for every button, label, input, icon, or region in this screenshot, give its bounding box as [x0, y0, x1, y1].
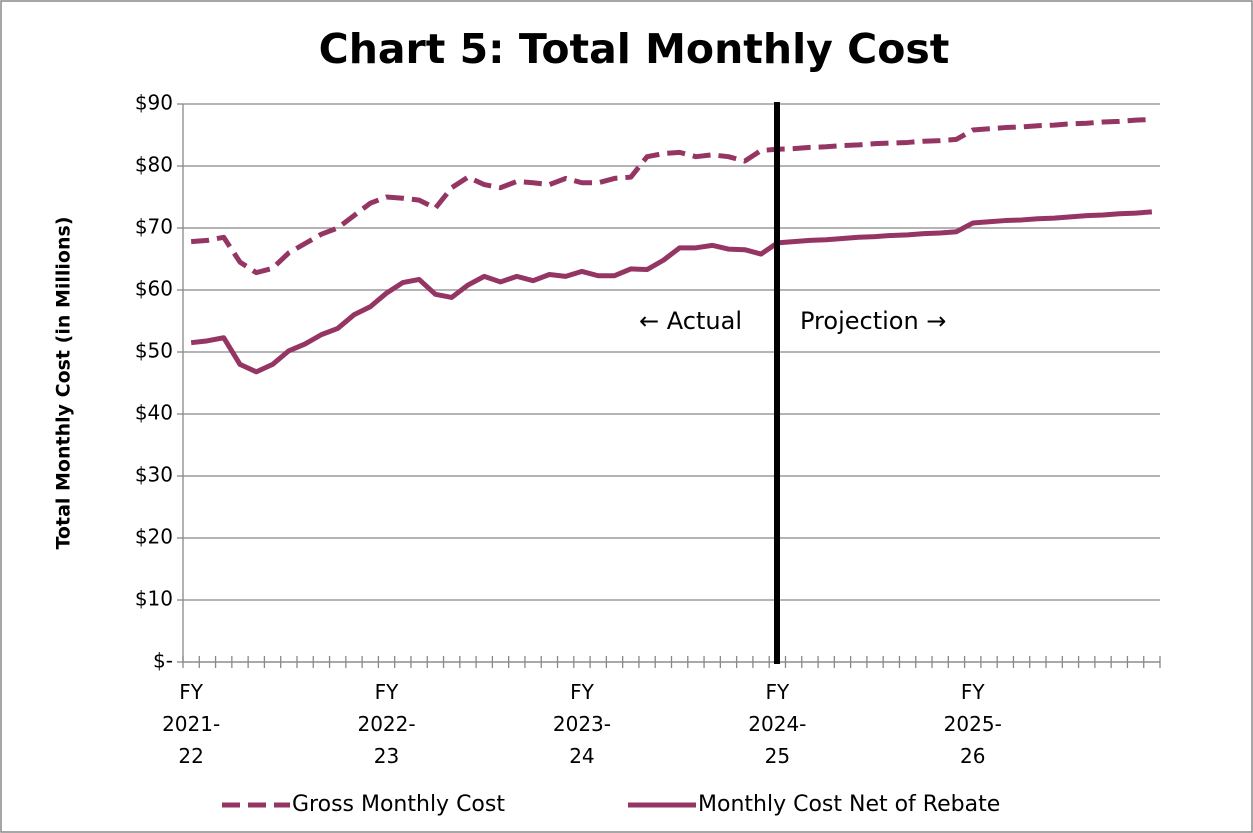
y-tick-label: $20	[135, 525, 173, 549]
y-tick-label: $30	[135, 463, 173, 487]
x-tick-label: FY 2022-23	[357, 680, 416, 768]
y-tick-label: $10	[135, 587, 173, 611]
legend-label: Gross Monthly Cost	[292, 792, 505, 817]
y-tick-label: $60	[135, 277, 173, 301]
x-tick-label: FY 2024-25	[748, 680, 807, 768]
series-line	[190, 209, 1153, 375]
x-tick-label: FY 2023-24	[552, 680, 611, 768]
series-line	[190, 117, 1152, 276]
y-tick-label: $80	[135, 153, 173, 177]
y-tick-label: $-	[153, 649, 173, 673]
legend-label: Monthly Cost Net of Rebate	[698, 792, 1000, 817]
y-tick-label: $90	[135, 91, 173, 115]
y-tick-label: $50	[135, 339, 173, 363]
x-tick-label: FY 2021-22	[162, 680, 221, 768]
y-tick-label: $40	[135, 401, 173, 425]
annotation: Projection →	[800, 307, 946, 335]
chart-title: Chart 5: Total Monthly Cost	[319, 25, 950, 73]
y-tick-label: $70	[135, 215, 173, 239]
x-tick-label: FY 2025-26	[943, 680, 1002, 768]
y-axis-title: Total Monthly Cost (in Millions)	[53, 216, 75, 549]
annotation: ← Actual	[639, 307, 742, 335]
